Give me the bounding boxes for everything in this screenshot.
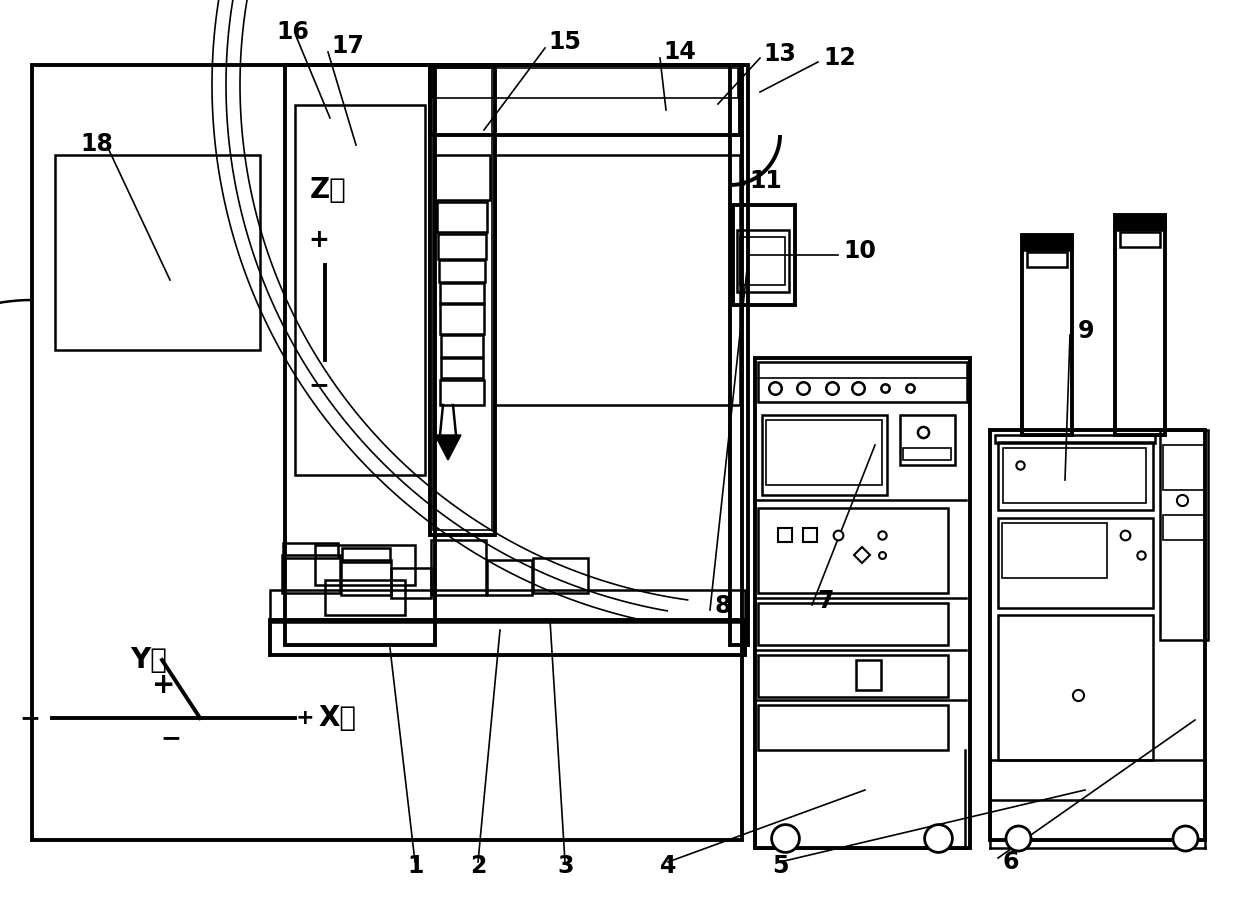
Bar [55, 155, 260, 350]
Bar [436, 202, 487, 232]
Bar [283, 543, 339, 558]
Bar [430, 65, 495, 535]
Bar [1022, 235, 1073, 435]
Bar [856, 660, 880, 690]
Text: 11: 11 [749, 169, 781, 193]
Text: 10: 10 [843, 239, 875, 263]
Bar [433, 68, 492, 530]
Bar [432, 540, 486, 595]
Bar [295, 105, 425, 475]
Bar [281, 555, 340, 593]
Text: 8: 8 [715, 594, 732, 618]
Text: Y轴: Y轴 [130, 646, 167, 674]
Bar [440, 283, 484, 303]
Bar [432, 68, 738, 98]
Text: 5: 5 [773, 854, 789, 878]
Bar [998, 615, 1153, 760]
Text: +: + [153, 671, 175, 699]
Bar [766, 420, 882, 485]
Bar [487, 560, 532, 595]
Text: −: − [19, 706, 40, 730]
Bar [430, 65, 740, 135]
Text: +: + [308, 228, 329, 252]
Text: −: − [308, 373, 329, 397]
Bar [990, 430, 1205, 840]
Polygon shape [1115, 215, 1166, 222]
Bar [758, 508, 949, 593]
Polygon shape [435, 435, 461, 460]
Bar [1027, 252, 1066, 267]
Text: 16: 16 [277, 20, 309, 44]
Bar [1159, 430, 1208, 640]
Bar [435, 155, 490, 200]
Text: 4: 4 [660, 854, 676, 878]
Bar [438, 234, 486, 259]
Bar [533, 558, 588, 593]
Bar [32, 65, 742, 840]
Polygon shape [1022, 235, 1073, 242]
Bar [733, 205, 795, 305]
Bar [1002, 523, 1107, 578]
Bar [441, 335, 484, 357]
Bar [763, 415, 887, 495]
Bar [994, 435, 1154, 443]
Bar [1115, 215, 1166, 230]
Bar [998, 442, 1153, 510]
Bar [1115, 215, 1166, 435]
Text: 3: 3 [557, 854, 573, 878]
Bar [758, 655, 949, 697]
Text: 17: 17 [331, 34, 363, 58]
Bar [1163, 445, 1205, 490]
Text: 9: 9 [1078, 319, 1095, 343]
Bar [737, 230, 789, 292]
Bar [755, 358, 970, 848]
Text: X轴: X轴 [317, 704, 356, 732]
Bar [440, 380, 484, 405]
Bar [285, 65, 435, 645]
Bar [740, 237, 785, 285]
Text: Z轴: Z轴 [310, 176, 347, 204]
Text: −: − [160, 726, 181, 750]
Bar [1163, 515, 1205, 540]
Bar [325, 580, 405, 615]
Text: +: + [296, 708, 315, 728]
Bar [1003, 448, 1146, 503]
Bar [758, 362, 967, 402]
Text: 13: 13 [763, 42, 796, 66]
Bar [270, 590, 745, 622]
Text: 2: 2 [470, 854, 486, 878]
Bar [758, 603, 949, 645]
Bar [495, 155, 740, 405]
Bar [900, 415, 955, 465]
Bar [342, 548, 391, 562]
Bar [341, 560, 391, 595]
Text: 14: 14 [663, 40, 696, 64]
Bar [1120, 232, 1159, 247]
Bar [990, 760, 1205, 800]
Text: 12: 12 [823, 46, 856, 70]
Text: 15: 15 [548, 30, 580, 54]
Bar [391, 568, 432, 598]
Text: 6: 6 [1003, 850, 1019, 874]
Bar [730, 65, 748, 645]
Text: 1: 1 [407, 854, 423, 878]
Bar [758, 705, 949, 750]
Bar [439, 260, 485, 282]
Bar [441, 358, 484, 378]
Bar [998, 518, 1153, 608]
Bar [903, 448, 951, 460]
Bar [315, 545, 415, 585]
Text: 7: 7 [817, 589, 833, 613]
Bar [270, 620, 745, 655]
Bar [440, 304, 484, 334]
Text: 18: 18 [81, 132, 113, 156]
Bar [1022, 235, 1073, 250]
